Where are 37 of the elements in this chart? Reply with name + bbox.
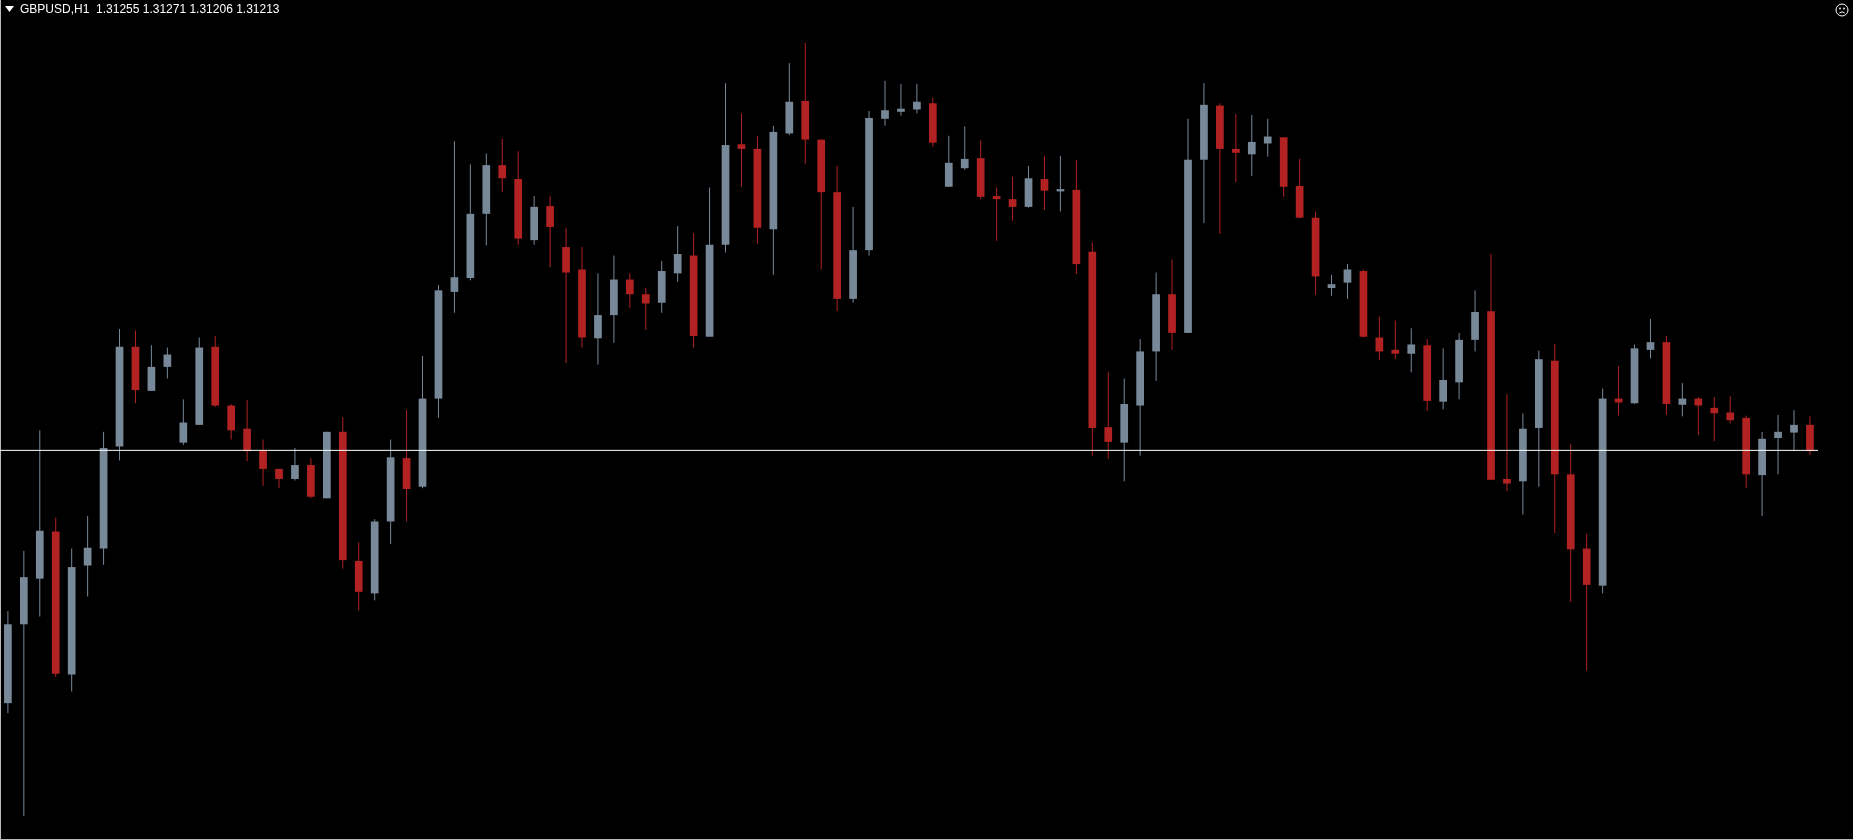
candlestick — [1231, 113, 1240, 183]
candlestick — [1407, 327, 1416, 373]
candlestick — [1104, 371, 1113, 460]
candlestick — [450, 140, 459, 314]
candlestick — [1040, 155, 1049, 211]
candlestick — [1503, 393, 1511, 492]
candlestick — [1343, 263, 1352, 300]
candlestick — [1439, 347, 1448, 410]
candlestick — [1694, 396, 1703, 436]
candlestick — [913, 83, 921, 114]
candlestick — [673, 225, 682, 283]
candlestick — [291, 447, 299, 482]
candlestick — [546, 195, 554, 268]
candlestick — [1008, 176, 1017, 222]
candlestick — [897, 83, 905, 117]
candlestick — [1774, 414, 1782, 475]
candlestick — [1391, 320, 1400, 360]
candlestick — [147, 344, 156, 392]
candlestick — [1247, 114, 1256, 177]
candlestick — [960, 125, 969, 171]
candlestick — [1726, 395, 1735, 424]
candlestick — [243, 399, 251, 462]
chart-title: GBPUSD,H1 1.31255 1.31271 1.31206 1.31213 — [20, 2, 280, 16]
candlestick — [1790, 409, 1798, 452]
candlestick — [944, 135, 953, 188]
candlestick — [83, 515, 92, 597]
candlestick — [1646, 318, 1655, 359]
candlestick — [1327, 274, 1336, 297]
candlestick — [625, 272, 634, 309]
candlestick — [179, 398, 188, 446]
candlestick — [259, 439, 267, 487]
candlestick — [641, 287, 650, 331]
candlestick — [498, 138, 507, 193]
candlestick — [881, 80, 889, 127]
candlestick — [594, 272, 602, 366]
candlestick — [1710, 396, 1719, 442]
candlestick — [737, 112, 746, 188]
